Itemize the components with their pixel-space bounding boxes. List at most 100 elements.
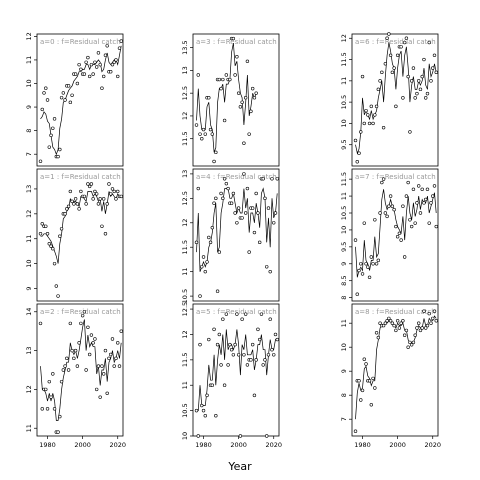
- y-tick-label: 8: [340, 296, 348, 300]
- observed-point: [214, 196, 218, 201]
- observed-point: [100, 224, 104, 228]
- observed-point: [117, 364, 122, 368]
- observed-point: [238, 434, 243, 438]
- y-tick-label: 10: [340, 343, 348, 351]
- x-tick-label: 2000: [74, 441, 91, 449]
- observed-point: [402, 255, 407, 259]
- panel-title: a=4 : f=Residual catch: [196, 173, 277, 181]
- x-tick-label: 1980: [354, 441, 371, 449]
- observed-point: [70, 348, 74, 353]
- observed-point: [355, 292, 359, 296]
- observed-point: [221, 317, 225, 321]
- observed-point: [236, 353, 241, 357]
- observed-point: [51, 372, 55, 376]
- y-tick-label: 9.5: [340, 242, 348, 252]
- observed-point: [243, 211, 248, 215]
- observed-point: [376, 87, 381, 92]
- panel-frame: [351, 33, 439, 167]
- y-tick-label: 11: [340, 192, 348, 200]
- y-tick-label: 7: [25, 152, 33, 156]
- observed-point: [431, 316, 435, 321]
- observed-point: [418, 328, 423, 333]
- observed-point: [383, 62, 388, 66]
- observed-point: [224, 312, 229, 316]
- observed-point: [116, 189, 120, 194]
- observed-point: [367, 275, 372, 280]
- observed-point: [235, 55, 239, 59]
- observed-point: [422, 57, 426, 62]
- observed-point: [245, 59, 250, 64]
- observed-point: [77, 207, 81, 211]
- observed-point: [362, 221, 366, 225]
- observed-point: [275, 337, 279, 342]
- y-tick-label: 12: [181, 112, 189, 120]
- y-tick-label: 12: [25, 210, 33, 218]
- observed-point: [198, 132, 202, 136]
- y-tick-label: 11: [25, 56, 33, 64]
- observed-point: [45, 98, 50, 102]
- observed-point: [359, 262, 363, 266]
- observed-point: [73, 72, 78, 76]
- observed-point: [205, 393, 209, 398]
- observed-point: [367, 379, 372, 383]
- observed-point: [219, 363, 223, 367]
- observed-point: [207, 96, 211, 100]
- observed-point: [427, 221, 431, 225]
- observed-point: [395, 53, 400, 57]
- observed-point: [411, 187, 416, 192]
- observed-point: [194, 123, 199, 127]
- observed-point: [401, 319, 405, 323]
- observed-point: [208, 127, 213, 132]
- y-tick-label: 12: [181, 219, 189, 227]
- panel-3: a=3 : f=Residual catch 11.5 12 12.5 13 13.5: [181, 33, 280, 167]
- observed-point: [79, 189, 83, 194]
- observed-point: [431, 66, 435, 70]
- observed-point: [362, 357, 366, 361]
- observed-point: [432, 184, 437, 188]
- y-tick-label: 10: [25, 260, 33, 268]
- x-tick-label: 2000: [389, 441, 406, 449]
- observed-point: [427, 40, 431, 45]
- observed-point: [105, 44, 109, 48]
- observed-point: [114, 356, 118, 361]
- observed-point: [408, 218, 412, 222]
- y-tick-label: 10: [340, 119, 348, 127]
- observed-point: [89, 62, 94, 67]
- observed-point: [275, 177, 279, 181]
- observed-point: [47, 145, 51, 149]
- observed-point: [390, 70, 395, 75]
- observed-point: [73, 197, 78, 201]
- observed-point: [371, 262, 375, 266]
- observed-point: [110, 337, 115, 341]
- observed-point: [38, 321, 43, 326]
- observed-point: [77, 62, 81, 67]
- observed-point: [201, 127, 206, 132]
- observed-point: [228, 342, 232, 347]
- observed-point: [357, 379, 361, 383]
- observed-point: [221, 196, 225, 201]
- observed-point: [44, 86, 48, 90]
- observed-point: [266, 353, 271, 357]
- observed-point: [235, 312, 239, 316]
- observed-point: [416, 184, 421, 188]
- observed-point: [217, 332, 222, 337]
- y-tick-label: 11.5: [181, 131, 189, 145]
- panel-0: a=0 : f=Residual catch 7 8 9 10 11 12: [25, 32, 124, 167]
- observed-point: [96, 202, 101, 206]
- observed-point: [402, 333, 407, 337]
- observed-point: [238, 105, 243, 109]
- observed-point: [242, 141, 246, 145]
- y-tick-label: 12: [181, 330, 189, 338]
- observed-point: [236, 206, 241, 210]
- fitted-line: [40, 45, 122, 156]
- observed-point: [112, 189, 116, 194]
- observed-point: [409, 224, 414, 229]
- observed-point: [409, 79, 414, 83]
- observed-point: [413, 333, 417, 337]
- observed-point: [47, 379, 51, 384]
- observed-point: [203, 269, 207, 274]
- panel-frame: [36, 303, 124, 437]
- panel-title: a=6 : f=Residual catch: [355, 38, 436, 46]
- observed-point: [86, 55, 90, 60]
- x-tick-label: 1980: [39, 441, 56, 449]
